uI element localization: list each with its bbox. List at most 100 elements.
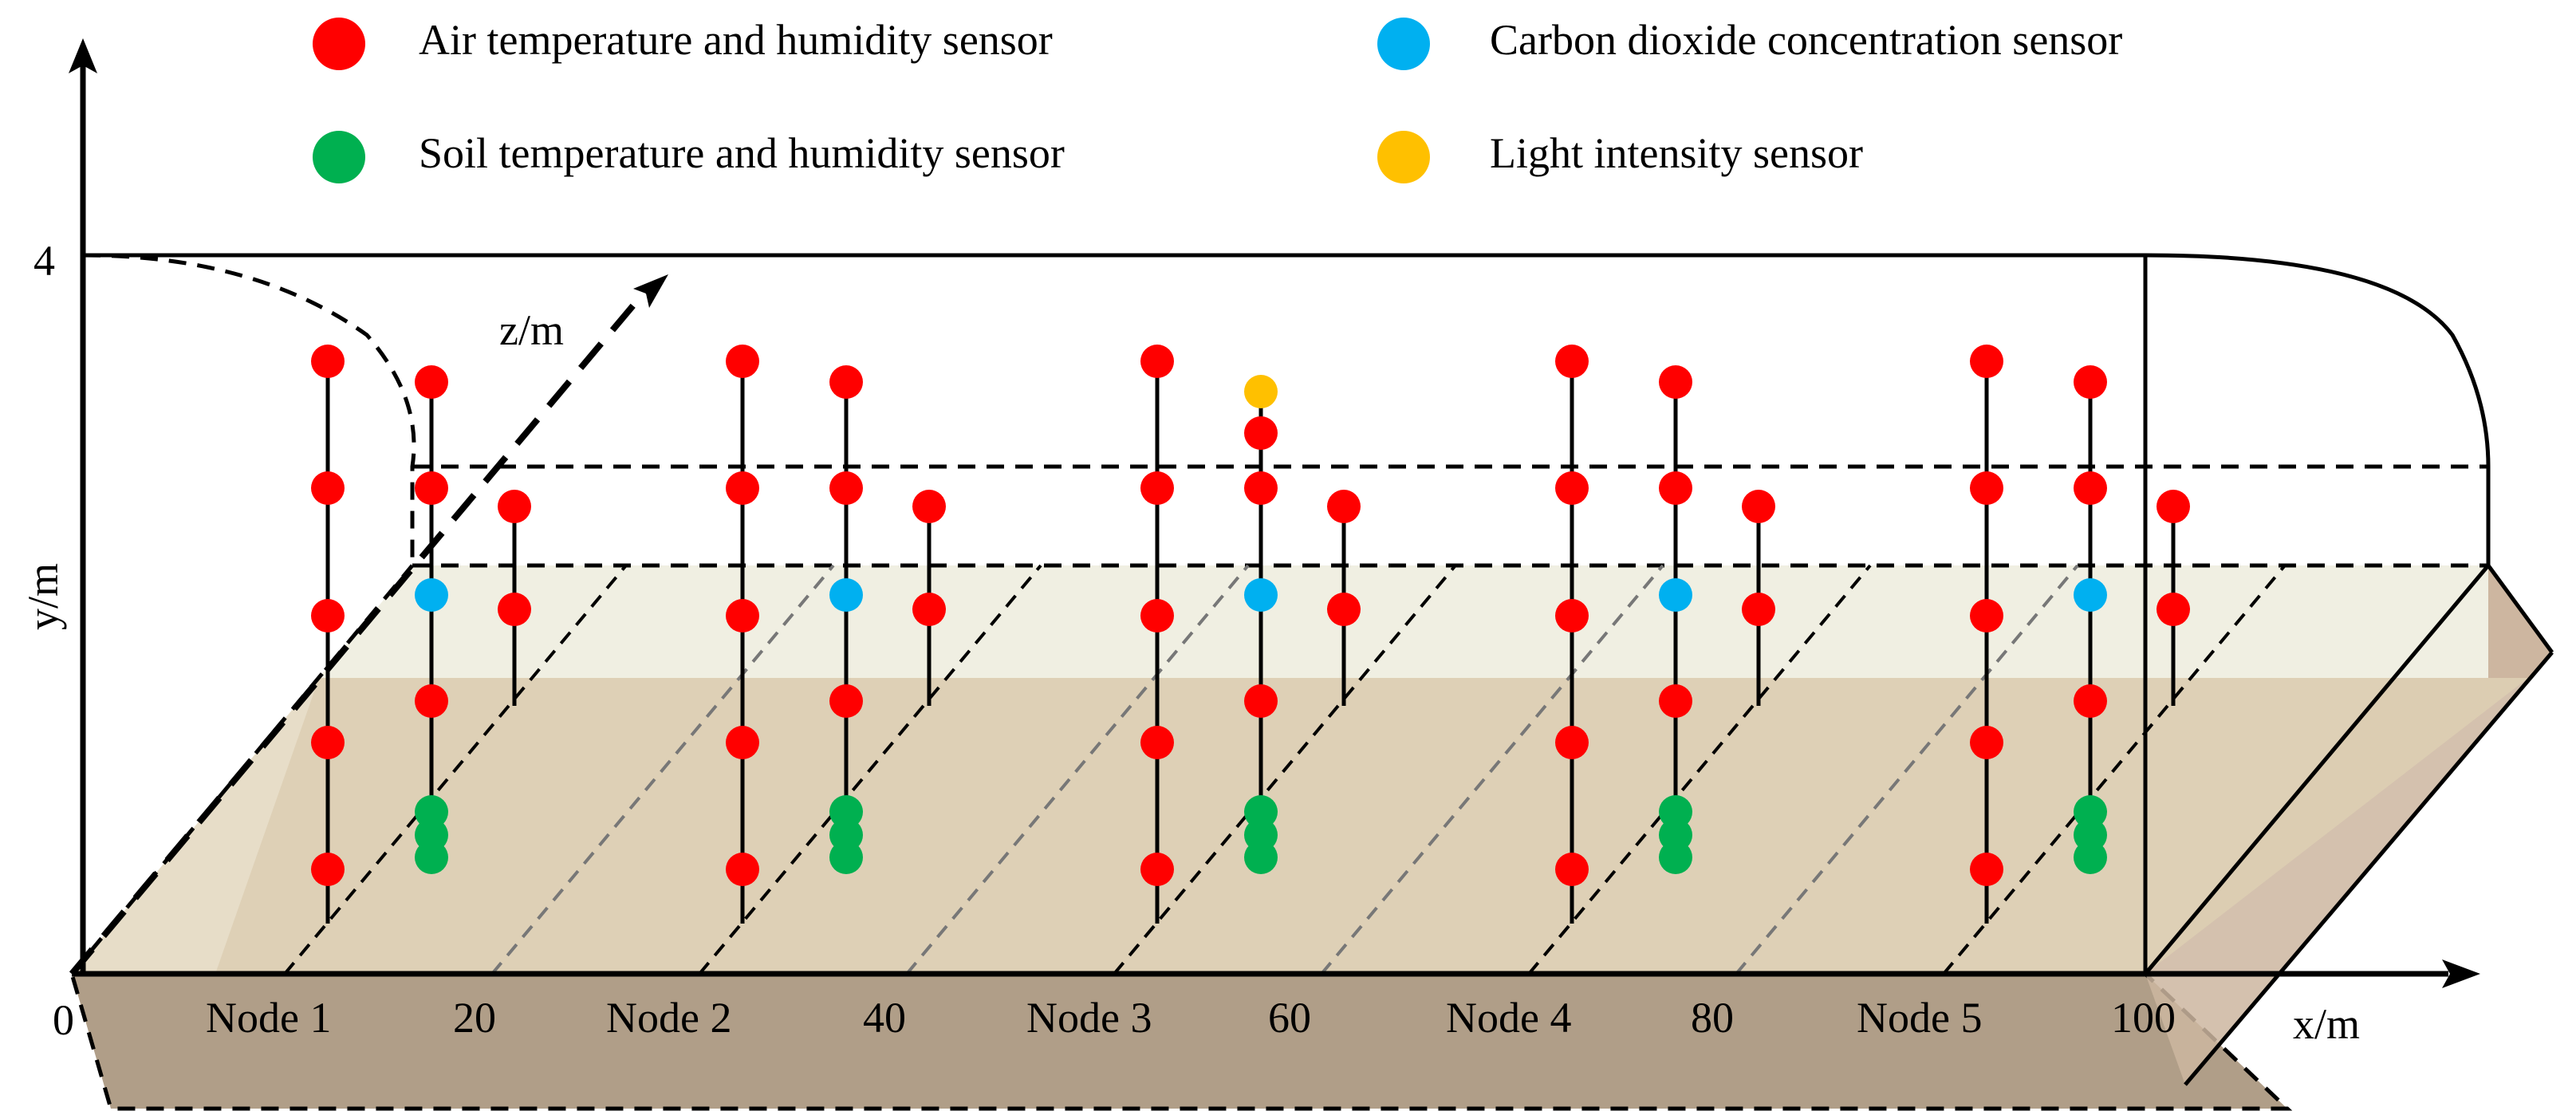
air-sensor-dot bbox=[1555, 345, 1589, 378]
legend: Air temperature and humidity sensor Carb… bbox=[313, 16, 2122, 183]
air-sensor-dot bbox=[2157, 593, 2190, 626]
guide-line bbox=[1320, 564, 1664, 975]
soil-sensor-dot bbox=[2074, 841, 2107, 874]
air-sensor-dot bbox=[829, 365, 863, 399]
legend-soil-marker bbox=[313, 131, 365, 183]
y-axis-label: y/m bbox=[19, 563, 67, 630]
air-sensor-dot bbox=[311, 599, 345, 632]
legend-soil-label: Soil temperature and humidity sensor bbox=[419, 129, 1065, 177]
air-sensor-dot bbox=[1244, 471, 1278, 505]
co2-sensor-dot bbox=[1244, 578, 1278, 612]
z-axis-label: z/m bbox=[499, 306, 564, 354]
x-tick-20: 20 bbox=[453, 994, 496, 1042]
guide-line bbox=[1735, 564, 2079, 975]
node-label-2: Node 2 bbox=[606, 994, 731, 1042]
air-sensor-dot bbox=[829, 684, 863, 718]
air-sensor-dot bbox=[311, 471, 345, 505]
co2-sensor-dot bbox=[2074, 578, 2107, 612]
air-sensor-dot bbox=[415, 365, 448, 399]
air-sensor-dot bbox=[2157, 490, 2190, 523]
air-sensor-dot bbox=[1327, 593, 1361, 626]
air-sensor-dot bbox=[1970, 853, 2003, 886]
origin-label: 0 bbox=[53, 996, 74, 1044]
air-sensor-dot bbox=[1140, 345, 1174, 378]
node-label-3: Node 3 bbox=[1026, 994, 1152, 1042]
air-sensor-dot bbox=[1970, 345, 2003, 378]
z-axis bbox=[69, 283, 653, 976]
soil-sensor-dot bbox=[1659, 841, 1692, 874]
air-sensor-dot bbox=[1970, 726, 2003, 759]
air-sensor-dot bbox=[2074, 365, 2107, 399]
soil-sensor-dot bbox=[829, 841, 863, 874]
x-axis-label: x/m bbox=[2293, 1000, 2360, 1048]
co2-sensor-dot bbox=[1659, 578, 1692, 612]
end-face-edge bbox=[2144, 564, 2490, 975]
legend-co2-label: Carbon dioxide concentration sensor bbox=[1490, 16, 2122, 64]
soil-sensor-dot bbox=[415, 841, 448, 874]
floor-main bbox=[72, 678, 2528, 974]
air-sensor-dot bbox=[726, 599, 759, 632]
frame-roof-arc bbox=[2145, 253, 2491, 565]
air-sensor-dot bbox=[1327, 490, 1361, 523]
air-sensor-dot bbox=[1244, 684, 1278, 718]
air-sensor-dot bbox=[1742, 593, 1775, 626]
soil-sensor-dot bbox=[415, 795, 448, 829]
end-face-edge-2 bbox=[2486, 564, 2554, 654]
air-sensor-dot bbox=[415, 684, 448, 718]
guide-line bbox=[905, 564, 1250, 975]
legend-co2-marker bbox=[1377, 18, 1430, 70]
x-axis-arrowhead bbox=[2442, 959, 2480, 988]
air-sensor-dot bbox=[1140, 726, 1174, 759]
frame-back-arc bbox=[82, 253, 416, 565]
air-sensor-dot bbox=[1140, 471, 1174, 505]
guide-line bbox=[283, 564, 628, 975]
node-label-5: Node 5 bbox=[1857, 994, 1982, 1042]
x-tick-100: 100 bbox=[2111, 994, 2176, 1042]
sensor-layer bbox=[311, 345, 2190, 924]
air-sensor-dot bbox=[311, 726, 345, 759]
air-sensor-dot bbox=[1555, 471, 1589, 505]
air-sensor-dot bbox=[2074, 471, 2107, 505]
guide-line bbox=[1113, 564, 1457, 975]
end-face-edge-3 bbox=[2184, 651, 2554, 1086]
air-sensor-dot bbox=[1659, 684, 1692, 718]
air-sensor-dot bbox=[1140, 853, 1174, 886]
air-sensor-dot bbox=[311, 853, 345, 886]
air-sensor-dot bbox=[1555, 853, 1589, 886]
soil-sensor-dot bbox=[1659, 795, 1692, 829]
light-sensor-dot bbox=[1244, 375, 1278, 408]
air-sensor-dot bbox=[1555, 726, 1589, 759]
air-sensor-dot bbox=[726, 471, 759, 505]
node-label-4: Node 4 bbox=[1446, 994, 1571, 1042]
guide-line bbox=[490, 564, 835, 975]
x-tick-60: 60 bbox=[1268, 994, 1311, 1042]
air-sensor-dot bbox=[498, 593, 531, 626]
air-sensor-dot bbox=[311, 345, 345, 378]
y-max-label: 4 bbox=[33, 237, 55, 285]
air-sensor-dot bbox=[2074, 684, 2107, 718]
soil-sensor-dot bbox=[829, 795, 863, 829]
legend-light-marker bbox=[1377, 131, 1430, 183]
air-sensor-dot bbox=[912, 593, 946, 626]
air-sensor-dot bbox=[1659, 365, 1692, 399]
air-sensor-dot bbox=[498, 490, 531, 523]
y-axis-arrowhead bbox=[69, 38, 97, 73]
guide-line bbox=[698, 564, 1042, 975]
legend-air-label: Air temperature and humidity sensor bbox=[419, 16, 1053, 64]
air-sensor-dot bbox=[415, 471, 448, 505]
guide-line bbox=[1527, 564, 1872, 975]
air-sensor-dot bbox=[1244, 416, 1278, 450]
node-label-1: Node 1 bbox=[206, 994, 331, 1042]
soil-sensor-dot bbox=[1244, 841, 1278, 874]
co2-sensor-dot bbox=[415, 578, 448, 612]
air-sensor-dot bbox=[1970, 471, 2003, 505]
x-tick-40: 40 bbox=[863, 994, 906, 1042]
air-sensor-dot bbox=[1140, 599, 1174, 632]
air-sensor-dot bbox=[1742, 490, 1775, 523]
air-sensor-dot bbox=[1970, 599, 2003, 632]
z-axis-arrowhead bbox=[633, 274, 668, 308]
air-sensor-dot bbox=[1659, 471, 1692, 505]
end-face-top bbox=[2488, 565, 2552, 678]
air-sensor-dot bbox=[829, 471, 863, 505]
